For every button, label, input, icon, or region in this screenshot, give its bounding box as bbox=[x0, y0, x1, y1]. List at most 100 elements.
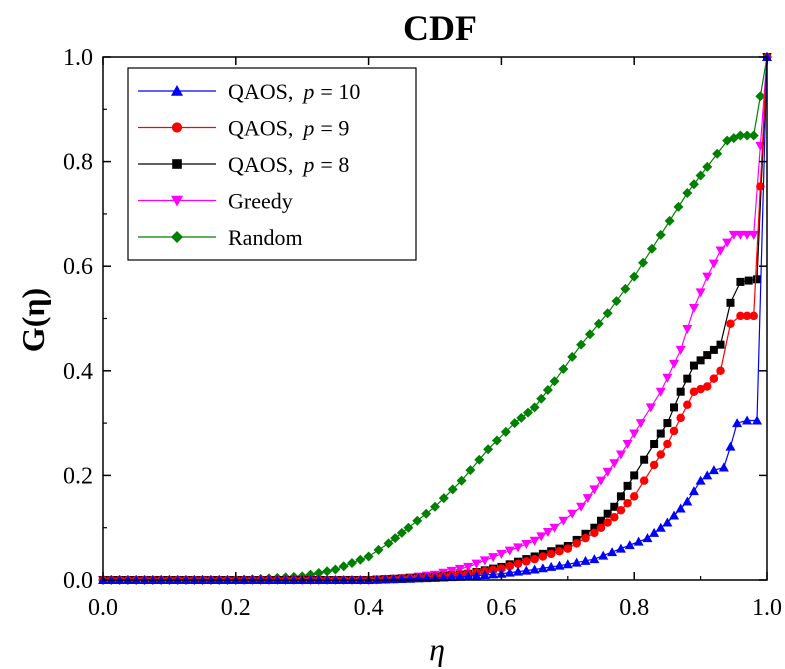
data-point bbox=[488, 553, 499, 563]
data-point bbox=[513, 566, 523, 576]
data-point bbox=[646, 243, 657, 254]
legend-marker bbox=[171, 122, 183, 133]
data-point bbox=[742, 311, 752, 321]
legend-label: QAOS, p = 9 bbox=[228, 116, 349, 141]
legend-label: QAOS, p = 10 bbox=[228, 79, 360, 104]
data-point bbox=[529, 402, 540, 413]
data-point bbox=[609, 459, 620, 469]
data-point bbox=[688, 486, 699, 496]
data-point bbox=[669, 426, 679, 436]
legend-label: Greedy bbox=[228, 189, 293, 214]
data-point bbox=[388, 574, 399, 584]
data-point bbox=[689, 387, 699, 396]
data-point bbox=[649, 460, 659, 470]
data-point bbox=[726, 298, 735, 307]
data-point bbox=[610, 502, 619, 511]
data-point bbox=[744, 276, 753, 285]
data-point bbox=[396, 527, 407, 538]
data-point bbox=[504, 567, 515, 577]
data-point bbox=[732, 418, 743, 428]
data-point bbox=[629, 271, 640, 282]
data-point bbox=[522, 557, 531, 566]
data-point bbox=[371, 574, 382, 584]
data-point bbox=[509, 418, 520, 429]
data-point bbox=[742, 130, 753, 141]
data-point bbox=[571, 557, 582, 567]
data-point bbox=[688, 304, 699, 314]
data-point bbox=[603, 509, 612, 518]
y-tick-label: 0.2 bbox=[63, 463, 93, 489]
data-point bbox=[580, 555, 591, 565]
data-point bbox=[582, 494, 593, 504]
data-point bbox=[649, 527, 660, 537]
data-point bbox=[536, 532, 547, 542]
data-point bbox=[748, 230, 759, 240]
data-point bbox=[596, 476, 606, 486]
data-point bbox=[633, 536, 644, 546]
legend: QAOS, p = 10 QAOS, p = 9 QAOS, p = 8 Greedy Random bbox=[127, 67, 417, 261]
data-point bbox=[640, 455, 649, 464]
data-point bbox=[753, 275, 762, 284]
data-point bbox=[669, 510, 680, 520]
x-tick-label: 0.8 bbox=[619, 595, 649, 621]
data-point bbox=[347, 558, 357, 569]
data-point bbox=[615, 543, 626, 553]
data-point bbox=[656, 429, 665, 438]
data-point bbox=[589, 554, 600, 564]
data-point bbox=[682, 496, 693, 506]
data-point bbox=[611, 296, 622, 307]
data-point bbox=[500, 426, 511, 437]
data-point bbox=[688, 179, 699, 190]
data-point bbox=[554, 560, 565, 570]
data-point bbox=[558, 364, 569, 375]
data-point bbox=[742, 230, 753, 240]
data-point bbox=[616, 492, 625, 501]
data-point bbox=[682, 187, 693, 198]
data-point bbox=[454, 564, 465, 574]
legend-label: Random bbox=[228, 225, 303, 250]
data-point bbox=[546, 549, 556, 559]
data-point bbox=[676, 387, 685, 396]
data-point bbox=[536, 393, 547, 404]
data-point bbox=[529, 564, 540, 574]
data-point bbox=[630, 471, 639, 480]
data-point bbox=[756, 182, 765, 191]
data-point bbox=[463, 562, 474, 572]
data-point bbox=[373, 544, 384, 555]
data-point bbox=[655, 522, 666, 532]
data-point bbox=[696, 356, 705, 365]
data-point bbox=[383, 538, 394, 549]
data-point bbox=[521, 565, 532, 575]
data-point bbox=[505, 561, 514, 571]
data-point bbox=[546, 561, 557, 571]
data-point bbox=[522, 407, 533, 418]
data-point bbox=[708, 259, 719, 269]
data-point bbox=[703, 351, 712, 360]
data-point bbox=[596, 523, 606, 532]
data-point bbox=[488, 569, 499, 579]
data-point bbox=[670, 403, 679, 412]
data-point bbox=[589, 485, 600, 495]
data-point bbox=[549, 376, 560, 387]
data-point bbox=[709, 345, 718, 354]
data-point bbox=[722, 238, 733, 248]
x-tick-label: 0.6 bbox=[486, 595, 516, 621]
data-point bbox=[483, 444, 494, 455]
data-point bbox=[664, 215, 675, 226]
data-point bbox=[562, 559, 573, 569]
data-point bbox=[496, 549, 507, 559]
data-point bbox=[715, 246, 726, 256]
data-point bbox=[390, 533, 401, 544]
data-point bbox=[736, 311, 745, 321]
data-point bbox=[702, 382, 712, 391]
data-point bbox=[567, 509, 578, 519]
data-point bbox=[593, 318, 604, 329]
data-point bbox=[549, 523, 560, 533]
data-point bbox=[456, 475, 467, 486]
data-point bbox=[742, 415, 753, 425]
data-point bbox=[702, 272, 713, 282]
data-point bbox=[479, 570, 490, 580]
data-point bbox=[538, 552, 548, 561]
y-axis-label-group: G(η) bbox=[15, 288, 51, 352]
